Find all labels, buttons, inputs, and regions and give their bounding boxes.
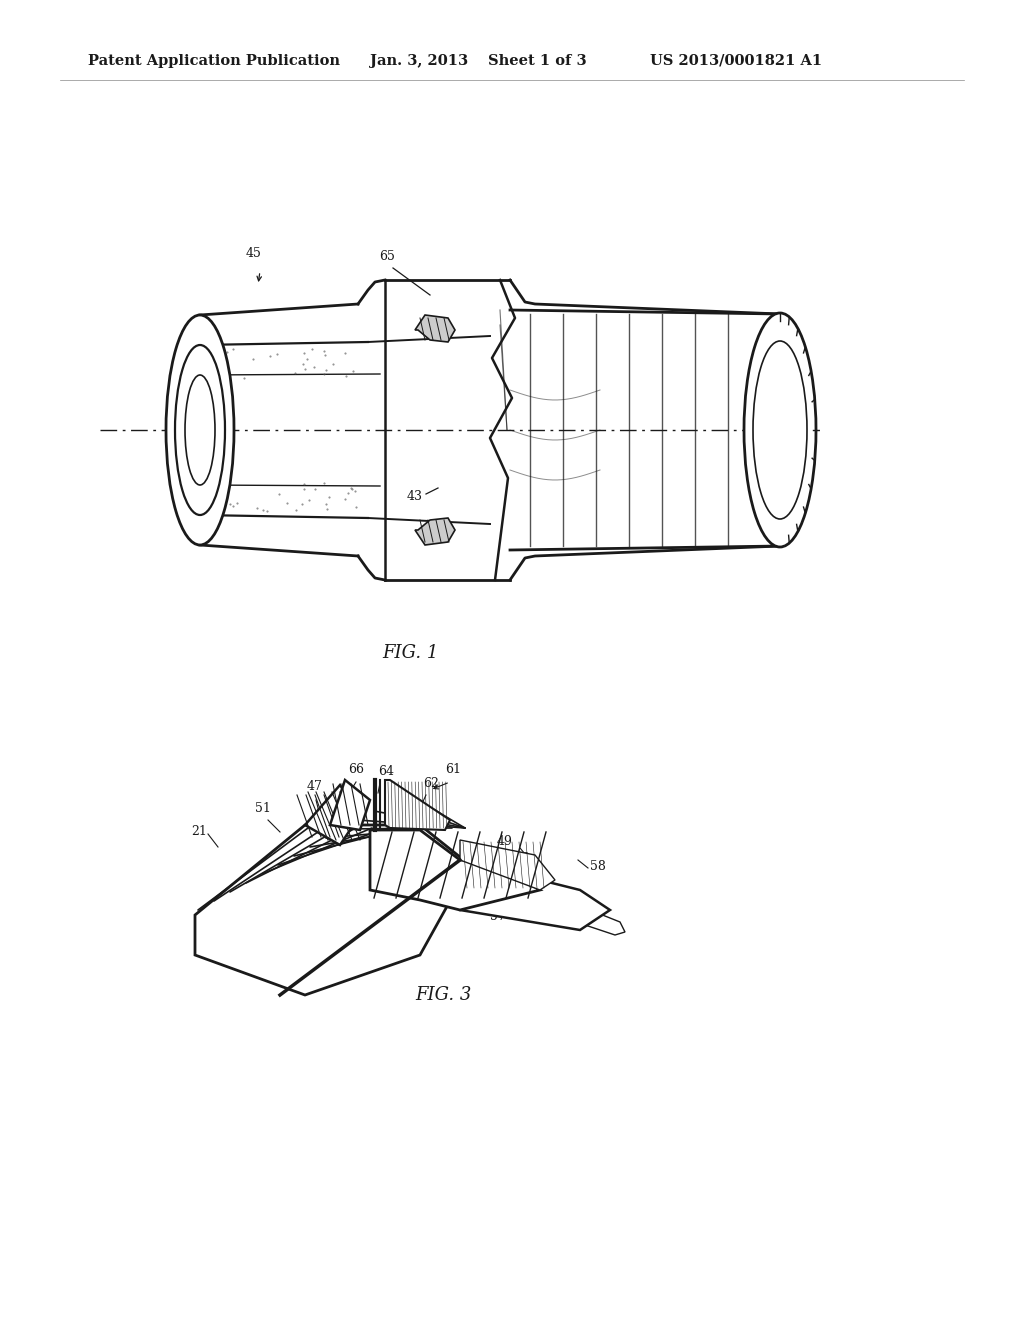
Text: 45: 45	[246, 247, 262, 260]
Polygon shape	[460, 861, 610, 931]
Polygon shape	[370, 830, 540, 909]
Text: 57: 57	[490, 909, 506, 923]
Polygon shape	[540, 890, 625, 935]
Text: 64: 64	[378, 766, 394, 777]
Text: 66: 66	[348, 763, 364, 776]
Text: Patent Application Publication: Patent Application Publication	[88, 54, 340, 69]
Text: 58: 58	[590, 861, 606, 873]
Text: 65: 65	[379, 249, 395, 263]
Text: 53: 53	[256, 870, 272, 883]
Polygon shape	[385, 780, 450, 830]
Polygon shape	[305, 785, 360, 845]
Text: 61: 61	[445, 763, 461, 776]
Text: FIG. 1: FIG. 1	[382, 644, 438, 663]
Text: 19: 19	[307, 968, 323, 981]
Text: 49: 49	[497, 836, 513, 847]
Text: 47: 47	[307, 780, 323, 793]
Text: Sheet 1 of 3: Sheet 1 of 3	[488, 54, 587, 69]
Text: 59: 59	[514, 851, 529, 865]
Polygon shape	[195, 825, 470, 995]
Text: FIG. 3: FIG. 3	[415, 986, 471, 1005]
Polygon shape	[460, 840, 555, 890]
Text: 62: 62	[423, 777, 439, 789]
Ellipse shape	[166, 315, 234, 545]
Ellipse shape	[753, 341, 807, 519]
Polygon shape	[415, 517, 455, 545]
Ellipse shape	[175, 345, 225, 515]
Text: 51: 51	[255, 803, 271, 814]
Ellipse shape	[744, 313, 816, 546]
Text: Jan. 3, 2013: Jan. 3, 2013	[370, 54, 468, 69]
Polygon shape	[330, 780, 370, 830]
Text: 21: 21	[191, 825, 207, 838]
Text: US 2013/0001821 A1: US 2013/0001821 A1	[650, 54, 822, 69]
Text: 55: 55	[382, 884, 398, 898]
Polygon shape	[415, 315, 455, 342]
Ellipse shape	[185, 375, 215, 484]
Text: 43: 43	[407, 490, 423, 503]
